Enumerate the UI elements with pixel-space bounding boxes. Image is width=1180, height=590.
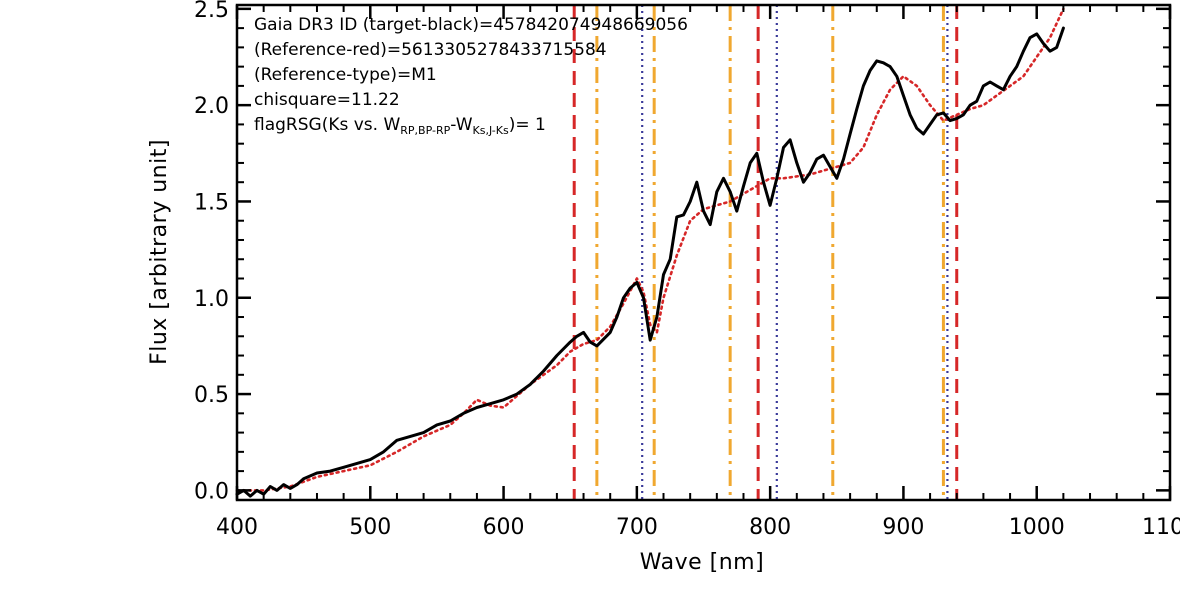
x-tick-label: 500 [349, 515, 391, 540]
x-tick-label: 900 [882, 515, 924, 540]
y-tick-label: 2.0 [194, 94, 229, 119]
y-tick-label: 0.5 [194, 383, 229, 408]
vertical-marker-lines [572, 5, 959, 500]
x-tick-label: 800 [749, 515, 791, 540]
x-tick-label: 400 [216, 515, 258, 540]
series-layer [235, 7, 1065, 498]
x-tick-label: 1000 [1009, 515, 1065, 540]
y-axis-label: Flux [arbitrary unit] [147, 139, 172, 365]
x-axis-label: Wave [nm] [640, 550, 764, 575]
x-tick-label: 700 [616, 515, 658, 540]
y-tick-label: 1.0 [194, 287, 229, 312]
annotation-line: Gaia DR3 ID (target-black)=4578420749486… [254, 15, 688, 35]
x-tick-label: 600 [483, 515, 525, 540]
y-tick-label: 1.5 [194, 190, 229, 215]
annotation-line: (Reference-type)=M1 [254, 65, 437, 85]
annotation-line: chisquare=11.22 [254, 90, 400, 110]
series-line-target [235, 26, 1065, 498]
flag-annotation: flagRSG(Ks vs. WRP,BP-RP-WKs,J-Ks)= 1 [254, 115, 546, 137]
y-tick-label: 2.5 [194, 0, 229, 23]
annotation-line: (Reference-red)=5613305278433715584 [254, 40, 607, 60]
axis-ticks [235, 5, 1172, 500]
annotation-block: Gaia DR3 ID (target-black)=4578420749486… [254, 15, 688, 137]
plot-frame [235, 3, 1172, 502]
y-tick-label: 0.0 [194, 479, 229, 504]
